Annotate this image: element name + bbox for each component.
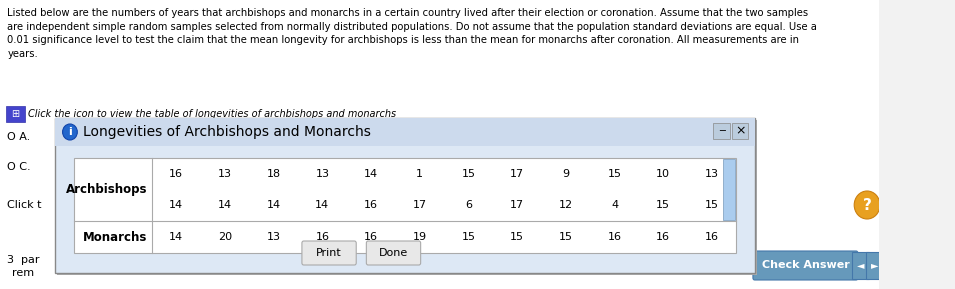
FancyBboxPatch shape: [367, 241, 420, 265]
Text: ◄: ◄: [857, 260, 864, 271]
Text: O C.: O C.: [8, 162, 31, 172]
Text: 13: 13: [218, 169, 232, 179]
Text: 15: 15: [510, 232, 524, 242]
Text: Done: Done: [379, 248, 408, 258]
Text: 3  par: 3 par: [8, 255, 40, 265]
FancyBboxPatch shape: [866, 252, 882, 279]
Text: 16: 16: [364, 232, 378, 242]
Text: 14: 14: [364, 169, 378, 179]
FancyBboxPatch shape: [74, 158, 736, 253]
Text: 14: 14: [315, 201, 329, 210]
Text: 14: 14: [266, 201, 281, 210]
Text: Check Answer: Check Answer: [761, 260, 849, 271]
Text: 15: 15: [656, 201, 670, 210]
Text: 14: 14: [169, 232, 183, 242]
Text: 17: 17: [413, 201, 427, 210]
Text: 14: 14: [218, 201, 232, 210]
Text: Click the icon to view the table of longevities of archbishops and monarchs: Click the icon to view the table of long…: [28, 109, 395, 119]
Text: ⊞: ⊞: [11, 109, 20, 119]
FancyBboxPatch shape: [0, 0, 879, 289]
Text: Monarchs: Monarchs: [83, 231, 147, 244]
FancyBboxPatch shape: [55, 118, 754, 146]
Circle shape: [854, 191, 880, 219]
Text: Archbishops: Archbishops: [66, 183, 147, 196]
Text: 16: 16: [656, 232, 670, 242]
Text: 16: 16: [607, 232, 622, 242]
Text: 15: 15: [705, 201, 719, 210]
FancyBboxPatch shape: [732, 123, 749, 139]
Text: Longevities of Archbishops and Monarchs: Longevities of Archbishops and Monarchs: [83, 125, 371, 139]
Text: 18: 18: [266, 169, 281, 179]
Text: 1: 1: [416, 169, 423, 179]
Text: Print: Print: [316, 248, 342, 258]
Text: 15: 15: [461, 169, 476, 179]
Text: ×: ×: [734, 125, 745, 138]
FancyBboxPatch shape: [853, 252, 869, 279]
Text: 16: 16: [705, 232, 719, 242]
Text: 17: 17: [510, 169, 524, 179]
Text: 17: 17: [510, 201, 524, 210]
Text: 15: 15: [559, 232, 573, 242]
Text: 4: 4: [611, 201, 618, 210]
Text: 6: 6: [465, 201, 472, 210]
Text: 15: 15: [607, 169, 622, 179]
Text: 16: 16: [315, 232, 329, 242]
Text: O A.: O A.: [8, 132, 31, 142]
Text: 13: 13: [266, 232, 281, 242]
Text: 14: 14: [169, 201, 183, 210]
Text: rem: rem: [12, 268, 34, 278]
Text: i: i: [68, 127, 72, 137]
FancyBboxPatch shape: [302, 241, 356, 265]
Text: 19: 19: [413, 232, 427, 242]
Text: 12: 12: [559, 201, 573, 210]
Text: 9: 9: [562, 169, 569, 179]
FancyBboxPatch shape: [7, 106, 25, 122]
FancyBboxPatch shape: [753, 251, 858, 280]
Text: Click t: Click t: [8, 200, 42, 210]
Text: 16: 16: [364, 201, 378, 210]
FancyBboxPatch shape: [55, 118, 754, 273]
Text: ─: ─: [719, 126, 725, 136]
FancyBboxPatch shape: [713, 123, 730, 139]
FancyBboxPatch shape: [57, 120, 756, 275]
Text: 13: 13: [315, 169, 329, 179]
Text: ?: ?: [862, 197, 872, 212]
Text: 10: 10: [656, 169, 670, 179]
Circle shape: [63, 124, 77, 140]
Text: 13: 13: [705, 169, 719, 179]
Text: ►: ►: [871, 260, 879, 271]
Text: 20: 20: [218, 232, 232, 242]
Text: Listed below are the numbers of years that archbishops and monarchs in a certain: Listed below are the numbers of years th…: [8, 8, 817, 59]
Text: 15: 15: [461, 232, 476, 242]
Text: 16: 16: [169, 169, 183, 179]
FancyBboxPatch shape: [723, 159, 735, 220]
